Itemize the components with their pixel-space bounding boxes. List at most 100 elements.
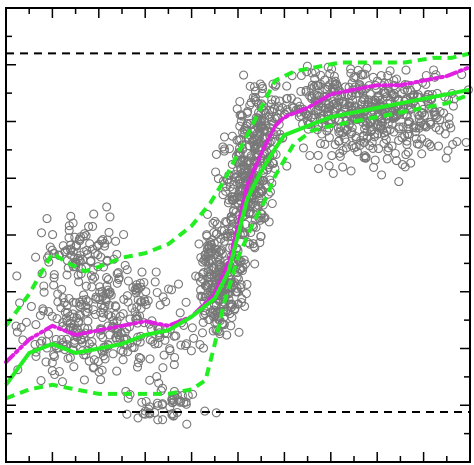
data-point — [355, 140, 365, 150]
data-point — [132, 283, 142, 293]
data-point — [332, 103, 342, 113]
data-point — [448, 101, 458, 111]
data-point — [414, 123, 424, 133]
data-point — [75, 297, 85, 307]
data-point — [227, 131, 237, 141]
data-point — [105, 212, 115, 222]
data-point — [54, 366, 64, 377]
data-point — [198, 317, 208, 327]
data-point — [414, 114, 424, 124]
data-point — [65, 353, 75, 363]
data-point — [111, 302, 121, 312]
data-point — [159, 350, 169, 360]
data-point — [200, 281, 210, 291]
data-point — [229, 305, 240, 315]
data-point — [36, 376, 46, 386]
data-point — [206, 270, 216, 280]
data-point — [236, 163, 246, 173]
data-point — [383, 70, 393, 81]
data-point — [148, 336, 158, 346]
data-point — [69, 362, 79, 372]
data-point — [257, 88, 267, 98]
data-point — [235, 96, 245, 107]
data-point — [141, 396, 151, 407]
data-point — [137, 296, 147, 307]
data-point — [36, 228, 47, 238]
data-point — [255, 215, 265, 225]
scatter-points — [11, 61, 473, 429]
data-point — [230, 194, 240, 204]
fit-curve — [4, 65, 472, 365]
data-point — [158, 363, 168, 373]
data-point — [237, 265, 248, 276]
data-point — [254, 187, 264, 198]
data-point — [250, 259, 260, 269]
data-point — [186, 346, 196, 356]
data-point — [243, 157, 253, 167]
data-point — [194, 239, 204, 249]
data-point — [53, 289, 63, 299]
data-point — [324, 132, 334, 143]
data-point — [334, 136, 344, 146]
data-point — [69, 320, 79, 330]
data-point — [64, 225, 74, 235]
data-point — [119, 229, 129, 240]
data-point — [329, 80, 340, 90]
data-point — [84, 222, 94, 232]
data-point — [379, 131, 390, 141]
data-point — [327, 151, 337, 161]
lower-envelope — [5, 92, 471, 401]
data-point — [181, 399, 191, 409]
data-point — [346, 129, 356, 139]
data-point — [52, 314, 62, 324]
data-point — [71, 298, 81, 308]
data-point — [81, 295, 91, 305]
data-point — [367, 114, 378, 124]
data-point — [404, 117, 414, 127]
data-point — [338, 98, 349, 108]
data-point — [102, 273, 112, 283]
data-point — [209, 312, 219, 322]
data-point — [201, 256, 211, 266]
data-point — [232, 272, 242, 282]
data-point — [385, 66, 395, 76]
data-point — [112, 323, 122, 333]
data-point — [226, 302, 237, 312]
data-point — [341, 143, 352, 153]
data-point — [335, 126, 345, 136]
data-point — [112, 278, 122, 288]
data-point — [89, 209, 99, 219]
data-point — [81, 281, 91, 291]
data-point — [282, 81, 292, 91]
data-point — [267, 107, 277, 117]
data-point — [206, 247, 216, 257]
data-point — [403, 147, 413, 157]
data-point — [288, 102, 299, 113]
data-point — [305, 150, 315, 161]
data-point — [11, 321, 21, 331]
data-point — [335, 151, 345, 161]
data-point — [204, 272, 214, 282]
data-point — [311, 106, 321, 116]
data-point — [346, 64, 356, 74]
data-point — [251, 96, 261, 107]
data-point — [115, 311, 125, 321]
data-point — [265, 105, 275, 115]
data-point — [430, 110, 440, 120]
data-point — [181, 297, 191, 307]
data-point — [182, 419, 192, 429]
data-point — [31, 320, 41, 330]
data-point — [113, 268, 123, 278]
data-point — [417, 108, 427, 118]
data-point — [89, 355, 99, 365]
data-point — [240, 301, 250, 311]
data-point — [153, 415, 163, 425]
data-point — [211, 229, 221, 239]
data-point — [212, 219, 222, 229]
data-point — [132, 280, 142, 290]
data-point — [160, 335, 170, 345]
data-point — [448, 139, 458, 149]
data-point — [203, 283, 213, 293]
data-point — [158, 415, 168, 425]
data-point — [60, 247, 71, 257]
